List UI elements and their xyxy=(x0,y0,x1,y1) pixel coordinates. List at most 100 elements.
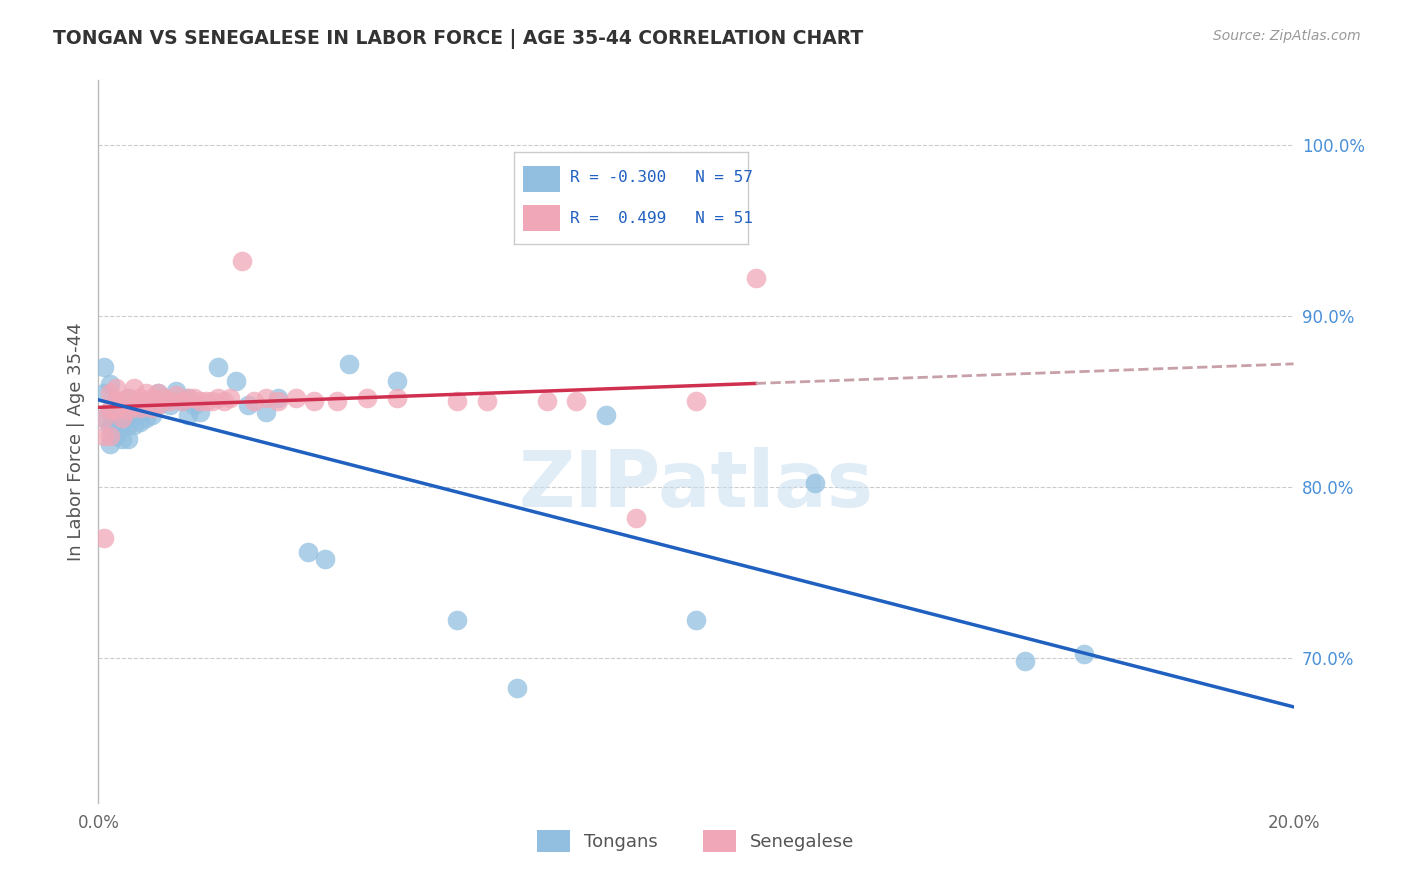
Bar xyxy=(523,166,561,192)
Point xyxy=(1014,654,1036,668)
Point xyxy=(506,681,529,696)
Point xyxy=(141,391,163,405)
Point xyxy=(188,404,211,418)
Point xyxy=(159,398,181,412)
Point xyxy=(129,391,152,405)
Point xyxy=(135,401,157,416)
Point xyxy=(302,394,325,409)
Point xyxy=(595,408,617,422)
Point xyxy=(98,420,122,434)
Point xyxy=(177,408,200,422)
Point xyxy=(207,360,229,375)
Point xyxy=(129,404,152,418)
Point xyxy=(183,391,205,405)
Point xyxy=(105,394,128,409)
Point xyxy=(243,394,266,409)
Point xyxy=(685,394,707,409)
Point xyxy=(284,391,307,405)
Point xyxy=(98,377,122,392)
Point xyxy=(105,411,128,425)
Text: ZIPatlas: ZIPatlas xyxy=(519,447,873,523)
Point xyxy=(117,403,139,417)
Point xyxy=(98,428,122,442)
Point xyxy=(685,613,707,627)
Point xyxy=(446,613,468,627)
Point xyxy=(804,476,827,491)
Point xyxy=(105,428,128,442)
Point xyxy=(141,398,163,412)
Point xyxy=(177,391,200,405)
Point xyxy=(98,403,122,417)
Point xyxy=(165,384,187,399)
Point xyxy=(141,401,163,416)
Point xyxy=(129,415,152,429)
Point xyxy=(93,385,115,400)
Point xyxy=(267,391,290,405)
Bar xyxy=(523,205,561,231)
Point xyxy=(159,394,181,409)
Point xyxy=(236,398,259,412)
Point xyxy=(111,408,134,422)
Point xyxy=(212,394,235,409)
Point xyxy=(111,398,134,412)
Point xyxy=(297,545,319,559)
Point xyxy=(105,381,128,395)
Point xyxy=(153,394,176,409)
Legend: Tongans, Senegalese: Tongans, Senegalese xyxy=(530,822,862,859)
Point xyxy=(117,401,139,416)
Point xyxy=(475,394,498,409)
Point xyxy=(626,510,648,524)
Point xyxy=(98,385,122,400)
Point xyxy=(356,391,378,405)
Point xyxy=(124,398,146,412)
Point xyxy=(141,408,163,422)
Point xyxy=(172,394,194,409)
Point xyxy=(93,360,115,375)
Point xyxy=(385,374,409,388)
Point xyxy=(148,385,170,400)
Point xyxy=(111,418,134,433)
Point xyxy=(117,432,139,446)
Point xyxy=(117,391,139,405)
Point xyxy=(153,391,176,405)
Text: R = -0.300   N = 57: R = -0.300 N = 57 xyxy=(569,170,752,186)
Point xyxy=(105,415,128,429)
Point xyxy=(231,254,253,268)
Point xyxy=(124,398,146,412)
Point xyxy=(93,531,115,545)
Point xyxy=(201,394,224,409)
Point xyxy=(326,394,349,409)
Point xyxy=(93,411,115,425)
Point xyxy=(165,387,187,401)
Point xyxy=(148,385,170,400)
Point xyxy=(117,411,139,425)
Point xyxy=(254,404,277,418)
Point xyxy=(219,391,242,405)
Point xyxy=(339,357,361,371)
Point xyxy=(124,408,146,422)
Text: TONGAN VS SENEGALESE IN LABOR FORCE | AGE 35-44 CORRELATION CHART: TONGAN VS SENEGALESE IN LABOR FORCE | AG… xyxy=(53,29,863,48)
Point xyxy=(188,394,211,409)
Point xyxy=(98,437,122,451)
Point xyxy=(124,418,146,433)
Point xyxy=(745,271,768,285)
Point xyxy=(129,394,152,409)
Point xyxy=(195,394,218,409)
Point xyxy=(135,411,157,425)
Point xyxy=(111,394,134,409)
Point xyxy=(111,432,134,446)
Text: R =  0.499   N = 51: R = 0.499 N = 51 xyxy=(569,211,752,226)
Point xyxy=(207,391,229,405)
Point xyxy=(135,398,157,412)
Point xyxy=(129,401,152,416)
Point xyxy=(98,403,122,417)
Point xyxy=(565,394,588,409)
Point xyxy=(93,411,115,425)
Point xyxy=(1073,647,1095,661)
Point xyxy=(177,391,200,405)
Point xyxy=(254,391,277,405)
Point xyxy=(111,411,134,425)
Text: Source: ZipAtlas.com: Source: ZipAtlas.com xyxy=(1213,29,1361,43)
Y-axis label: In Labor Force | Age 35-44: In Labor Force | Age 35-44 xyxy=(66,322,84,561)
Point xyxy=(225,374,247,388)
